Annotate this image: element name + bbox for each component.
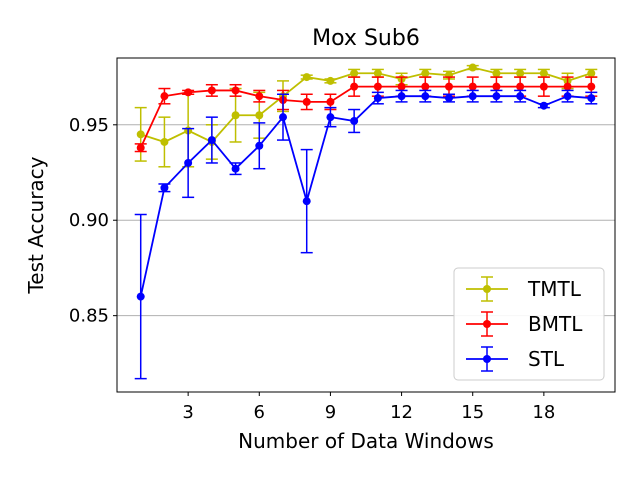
data-point bbox=[302, 73, 311, 82]
y-ticks: 0.85 0.90 0.95 bbox=[69, 115, 117, 327]
data-point bbox=[563, 82, 572, 91]
data-point bbox=[136, 143, 145, 152]
legend: TMTL BMTL STL bbox=[453, 267, 605, 381]
data-point bbox=[397, 82, 406, 91]
series-layer bbox=[134, 63, 598, 380]
data-point bbox=[492, 69, 501, 78]
x-ticks: 3 6 9 12 15 18 bbox=[182, 392, 555, 423]
data-point bbox=[587, 82, 596, 91]
data-point bbox=[302, 97, 311, 106]
data-point bbox=[468, 92, 477, 101]
legend-label: TMTL bbox=[527, 277, 582, 301]
data-point bbox=[255, 141, 264, 150]
data-point bbox=[231, 86, 240, 95]
data-point bbox=[445, 94, 453, 103]
data-point bbox=[373, 82, 382, 91]
legend-swatch-marker bbox=[483, 320, 491, 328]
data-point bbox=[255, 92, 264, 101]
data-point bbox=[373, 69, 382, 78]
data-point bbox=[326, 76, 335, 85]
data-point bbox=[184, 158, 193, 167]
data-point bbox=[516, 92, 525, 101]
legend-item-bmtl: BMTL bbox=[466, 311, 583, 337]
data-point bbox=[231, 111, 240, 120]
x-axis-label: Number of Data Windows bbox=[238, 429, 494, 453]
series-tmtl bbox=[134, 63, 598, 168]
y-tick-label: 0.90 bbox=[69, 210, 109, 231]
series-line bbox=[139, 95, 592, 297]
x-tick-label: 3 bbox=[182, 402, 193, 423]
data-point bbox=[350, 82, 359, 91]
data-point bbox=[207, 86, 216, 95]
legend-swatch-marker bbox=[483, 285, 491, 293]
data-point bbox=[563, 92, 572, 101]
legend-label: STL bbox=[528, 347, 565, 371]
data-point bbox=[421, 82, 430, 91]
x-tick-label: 6 bbox=[254, 402, 265, 423]
data-point bbox=[468, 63, 477, 72]
data-point bbox=[587, 69, 596, 78]
data-point bbox=[445, 82, 453, 91]
x-tick-label: 18 bbox=[532, 402, 555, 423]
data-point bbox=[184, 88, 193, 97]
y-tick-label: 0.95 bbox=[69, 115, 109, 136]
series-line bbox=[140, 66, 592, 144]
legend-item-tmtl: TMTL bbox=[466, 276, 582, 302]
data-point bbox=[350, 69, 359, 78]
legend-label: BMTL bbox=[528, 312, 583, 336]
data-point bbox=[160, 137, 169, 146]
data-point bbox=[279, 113, 287, 122]
data-point bbox=[136, 292, 145, 301]
data-point bbox=[350, 116, 359, 125]
data-point bbox=[421, 92, 430, 101]
data-point bbox=[587, 94, 596, 103]
x-tick-label: 12 bbox=[390, 402, 413, 423]
legend-box bbox=[453, 267, 605, 381]
y-axis-label: Test Accuracy bbox=[24, 156, 48, 294]
series-bmtl bbox=[134, 76, 598, 153]
data-point bbox=[160, 183, 169, 192]
x-tick-label: 9 bbox=[325, 402, 336, 423]
data-point bbox=[160, 92, 169, 101]
data-point bbox=[373, 94, 382, 103]
x-tick-label: 15 bbox=[461, 402, 484, 423]
data-point bbox=[255, 111, 264, 120]
plot-frame bbox=[116, 57, 616, 393]
data-point bbox=[516, 69, 525, 78]
data-point bbox=[326, 97, 335, 106]
legend-swatch-marker bbox=[483, 355, 491, 363]
data-point bbox=[397, 92, 406, 101]
data-point bbox=[326, 113, 335, 122]
data-point bbox=[207, 136, 216, 145]
data-point bbox=[492, 92, 501, 101]
legend-item-stl: STL bbox=[466, 346, 565, 372]
data-point bbox=[539, 101, 548, 110]
data-point bbox=[516, 82, 525, 91]
data-point bbox=[136, 130, 145, 139]
data-point bbox=[231, 164, 240, 173]
y-tick-label: 0.85 bbox=[69, 306, 109, 327]
chart-title: Mox Sub6 bbox=[312, 26, 420, 51]
data-point bbox=[302, 197, 311, 206]
series-stl bbox=[134, 89, 598, 380]
data-point bbox=[468, 82, 477, 91]
data-point bbox=[492, 82, 501, 91]
data-point bbox=[539, 69, 548, 78]
data-point bbox=[539, 82, 548, 91]
data-point bbox=[421, 69, 430, 78]
